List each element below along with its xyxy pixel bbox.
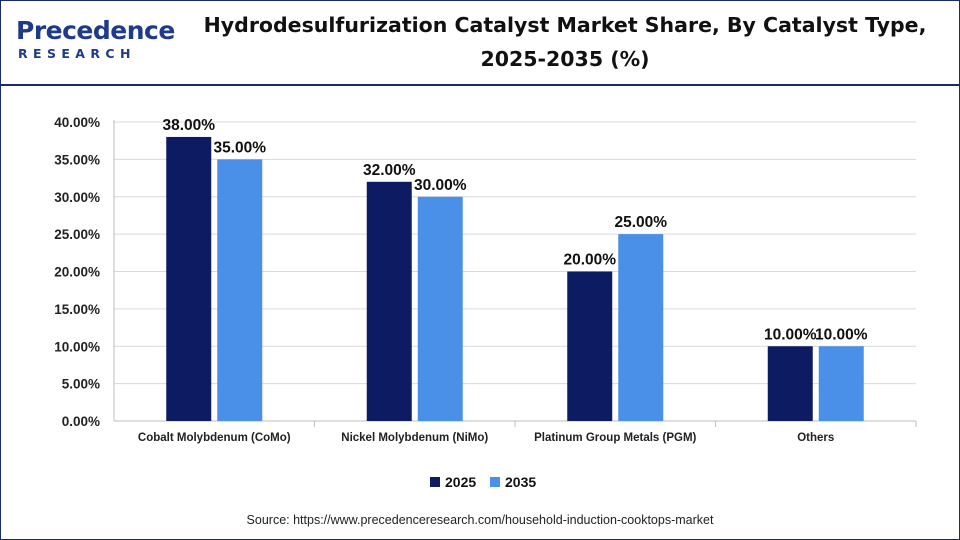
- x-tick-label: Nickel Molybdenum (NiMo): [341, 432, 488, 444]
- data-label: 10.00%: [815, 326, 868, 343]
- source-note: Source: https://www.precedenceresearch.c…: [246, 513, 714, 527]
- y-tick-label: 20.00%: [54, 265, 100, 280]
- data-label: 20.00%: [563, 252, 616, 269]
- y-tick-label: 25.00%: [54, 227, 100, 242]
- x-tick-label: Cobalt Molybdenum (CoMo): [138, 432, 291, 444]
- bar-2035: [618, 234, 664, 421]
- chart-title: Hydrodesulfurization Catalyst Market Sha…: [203, 13, 927, 71]
- y-tick-label: 10.00%: [54, 339, 100, 354]
- legend-swatch-2035: [490, 477, 500, 487]
- logo-subtitle: RESEARCH: [18, 46, 136, 61]
- y-tick-label: 30.00%: [54, 190, 100, 205]
- x-tick-label: Others: [797, 432, 834, 444]
- y-tick-label: 5.00%: [62, 377, 100, 392]
- y-tick-label: 40.00%: [54, 115, 100, 130]
- data-label: 30.00%: [414, 177, 467, 194]
- header: Precedence RESEARCH Hydrodesulfurization…: [0, 0, 960, 86]
- bar-2035: [417, 196, 463, 421]
- bar-2035: [818, 346, 864, 421]
- logo-wordmark: Precedence: [16, 16, 175, 45]
- bar-2035: [217, 159, 263, 421]
- legend-label: 2035: [505, 474, 536, 490]
- data-label: 10.00%: [764, 326, 817, 343]
- y-tick-label: 15.00%: [54, 302, 100, 317]
- y-tick-label: 0.00%: [62, 414, 100, 429]
- bar-2025: [166, 136, 212, 421]
- bar-chart: 0.00% 5.00% 10.00% 15.00% 20.00% 25.00% 30.00%…: [54, 115, 917, 490]
- legend-label: 2025: [445, 474, 476, 490]
- data-label: 35.00%: [213, 139, 266, 156]
- data-label: 38.00%: [162, 117, 215, 134]
- legend-swatch-2025: [430, 477, 440, 487]
- bar-2025: [767, 346, 813, 421]
- y-tick-label: 35.00%: [54, 152, 100, 167]
- precedence-research-logo: Precedence RESEARCH: [16, 16, 175, 64]
- bar-2025: [567, 271, 613, 421]
- data-label: 32.00%: [363, 162, 416, 179]
- bar-2025: [366, 181, 412, 421]
- data-label: 25.00%: [614, 214, 667, 231]
- x-tick-label: Platinum Group Metals (PGM): [534, 432, 696, 444]
